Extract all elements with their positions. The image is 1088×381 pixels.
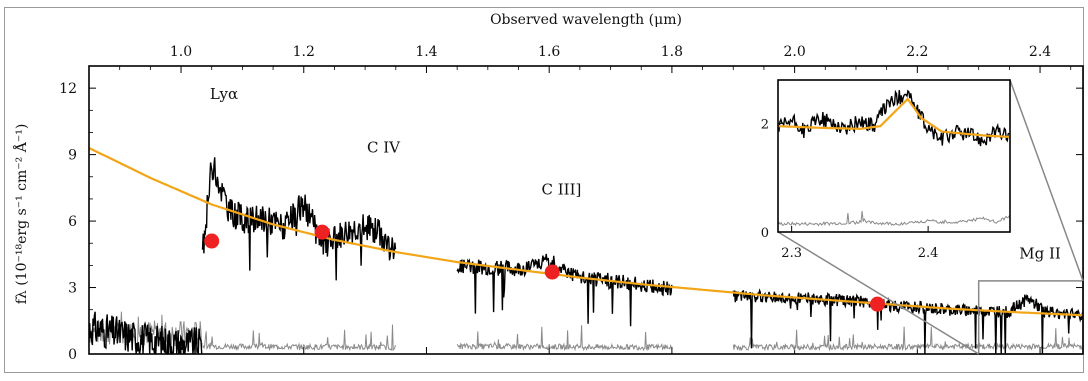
model-curve: [89, 147, 1083, 317]
inset-noise-line: [778, 210, 1010, 227]
inset-y-tick-label: 0: [761, 226, 769, 241]
photometry-point: [204, 233, 220, 249]
observed-spectrum-line: [732, 288, 1083, 354]
y-axis-label: fλ (10⁻¹⁸erg s⁻¹ cm⁻² Å⁻¹): [12, 124, 30, 305]
y-tick-label: 9: [68, 148, 77, 164]
observed-spectrum-line: [456, 253, 673, 327]
x-tick-label: 2.4: [1029, 44, 1051, 60]
photometry-point: [314, 224, 330, 240]
y-tick-label: 3: [68, 281, 77, 297]
line-annotation: C IV: [367, 138, 401, 156]
line-annotation: Lyα: [210, 85, 238, 103]
inset-x-tick-label: 2.3: [781, 246, 802, 261]
inset-region-box: [977, 280, 1084, 355]
noise-spectrum-line: [456, 325, 672, 352]
inset-plot-area: [778, 89, 1010, 227]
x-tick-label: 1.8: [661, 44, 683, 60]
observed-spectrum-line: [89, 311, 203, 354]
x-tick-label: 1.2: [293, 44, 315, 60]
x-axis-label: Observed wavelength (μm): [490, 12, 682, 28]
y-tick-label: 12: [59, 81, 77, 97]
y-tick-label: 6: [68, 214, 77, 230]
x-tick-label: 1.6: [538, 44, 560, 60]
noise-spectrum-line: [732, 326, 1083, 352]
line-annotation: Mg II: [1019, 245, 1061, 263]
line-annotation: C III]: [542, 180, 582, 198]
inset-y-tick-label: 2: [761, 117, 769, 132]
photometry-point: [869, 296, 885, 312]
photometry-point: [544, 264, 560, 280]
x-tick-label: 1.0: [170, 44, 192, 60]
inset-connector-line: [777, 231, 980, 355]
main-axes-frame: [88, 65, 1084, 355]
y-tick-label: 0: [68, 347, 77, 363]
x-tick-label: 2.0: [783, 44, 805, 60]
inset-spectrum-line: [778, 89, 1010, 147]
inset-connector-line: [1009, 79, 1084, 282]
noise-spectrum-line: [202, 324, 396, 352]
x-tick-label: 1.4: [415, 44, 437, 60]
x-tick-label: 2.2: [906, 44, 928, 60]
inset-x-tick-label: 2.4: [918, 246, 939, 261]
inset-axes-frame: [777, 79, 1011, 233]
inset-model-curve: [778, 97, 1010, 139]
observed-spectrum-line: [201, 157, 397, 281]
